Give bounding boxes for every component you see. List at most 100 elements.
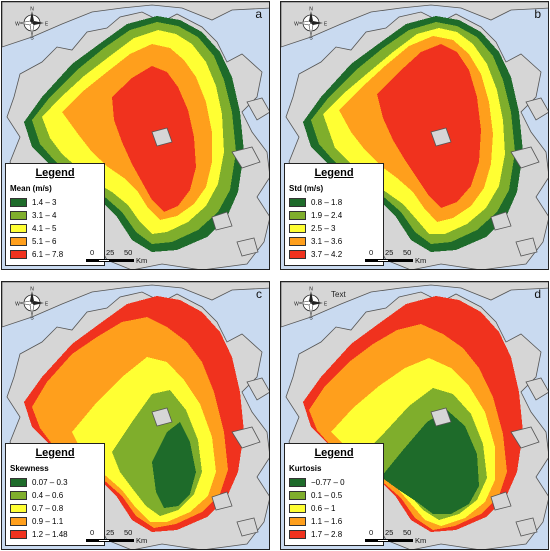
panel-letter: a bbox=[255, 7, 262, 21]
compass-s-label: S bbox=[30, 36, 34, 41]
legend-item: 2.5 – 3 bbox=[289, 223, 379, 234]
value-zone-class-1 bbox=[381, 410, 479, 514]
legend-swatch bbox=[10, 237, 27, 246]
panel-letter: c bbox=[256, 287, 262, 301]
legend-variable-label: Std (m/s) bbox=[289, 184, 324, 193]
map-canvas bbox=[2, 282, 269, 549]
island bbox=[231, 426, 261, 449]
legend-swatch bbox=[10, 517, 27, 526]
legend-item-label: −0.77 – 0 bbox=[311, 478, 345, 487]
surrounding-land bbox=[281, 2, 548, 48]
legend-swatch bbox=[289, 224, 306, 233]
legend-item-label: 3.7 – 4.2 bbox=[311, 250, 343, 259]
compass-e-label: E bbox=[324, 302, 328, 308]
scale-segment bbox=[86, 539, 98, 542]
compass-s-label: S bbox=[30, 316, 34, 321]
island bbox=[151, 407, 173, 427]
legend-item-label: 3.1 – 4 bbox=[32, 211, 57, 220]
legend-item-label: 1.9 – 2.4 bbox=[311, 211, 343, 220]
legend-item-label: 2.5 – 3 bbox=[311, 224, 336, 233]
legend-item-label: 0.7 – 0.8 bbox=[32, 504, 64, 513]
scale-segment bbox=[389, 539, 413, 542]
scale-bar: 0 25 50 Km bbox=[86, 248, 176, 266]
island bbox=[211, 211, 233, 231]
legend-swatch bbox=[10, 211, 27, 220]
legend-swatch bbox=[10, 250, 27, 259]
island bbox=[490, 211, 512, 231]
scale-tick-label: 50 bbox=[124, 248, 133, 257]
legend-swatch bbox=[289, 478, 306, 487]
scale-unit: Km bbox=[136, 256, 148, 265]
panel-letter: b bbox=[534, 7, 541, 21]
panel-letter: d bbox=[534, 287, 541, 301]
legend-swatch bbox=[289, 517, 306, 526]
compass-w-label: W bbox=[294, 22, 299, 28]
legend-title: Legend bbox=[314, 167, 354, 179]
legend-swatch bbox=[10, 530, 27, 539]
legend-item: 1.1 – 1.6 bbox=[289, 516, 379, 527]
scale-tick-label: 0 bbox=[90, 528, 95, 537]
map-panel-d: d N S W E Text Legend Kurtosis −0.77 – 0 0.1 – 0.… bbox=[280, 281, 549, 550]
legend-item-label: 0.1 – 0.5 bbox=[311, 491, 343, 500]
scale-tick-label: 25 bbox=[385, 248, 394, 257]
island bbox=[515, 237, 538, 257]
scale-tick-label: 50 bbox=[403, 248, 412, 257]
scale-tick-label: 0 bbox=[369, 528, 374, 537]
legend-swatch bbox=[289, 211, 306, 220]
island bbox=[246, 377, 269, 401]
legend-item: 0.8 – 1.8 bbox=[289, 197, 379, 208]
compass-w-label: W bbox=[15, 22, 20, 28]
legend-swatch bbox=[289, 250, 306, 259]
legend-item: −0.77 – 0 bbox=[289, 477, 379, 488]
compass-e-label: E bbox=[45, 22, 49, 28]
compass-s-label: S bbox=[309, 316, 313, 321]
north-arrow-icon: N S W E bbox=[15, 7, 49, 41]
value-zone-class-5 bbox=[377, 44, 481, 208]
legend-item-label: 6.1 – 7.8 bbox=[32, 250, 64, 259]
scale-bar: 0 25 50 Km bbox=[365, 528, 455, 546]
legend-item: 3.7 – 4.2 bbox=[289, 249, 379, 260]
scale-unit: Km bbox=[136, 536, 148, 545]
compass-s-label: S bbox=[309, 36, 313, 41]
legend-swatch bbox=[10, 198, 27, 207]
legend-swatch bbox=[289, 237, 306, 246]
legend-item: 0.4 – 0.6 bbox=[10, 490, 100, 501]
scale-tick-label: 25 bbox=[106, 248, 115, 257]
surrounding-land bbox=[2, 2, 269, 48]
legend-item: 0.1 – 0.5 bbox=[289, 490, 379, 501]
compass-n-label: N bbox=[30, 287, 34, 293]
legend-item: 1.7 – 2.8 bbox=[289, 529, 379, 540]
value-zone-class-5 bbox=[112, 66, 196, 212]
legend-item: 6.1 – 7.8 bbox=[10, 249, 100, 260]
island bbox=[510, 426, 540, 449]
north-arrow-icon: N S W E bbox=[294, 7, 328, 41]
island bbox=[236, 517, 259, 537]
compass-e-label: E bbox=[45, 302, 49, 308]
legend-item: 0.9 – 1.1 bbox=[10, 516, 100, 527]
scale-unit: Km bbox=[415, 256, 427, 265]
scale-bar: 0 25 50 Km bbox=[365, 248, 455, 266]
scale-segment bbox=[110, 259, 134, 262]
legend-item-label: 0.9 – 1.1 bbox=[32, 517, 64, 526]
compass-n-label: N bbox=[309, 287, 313, 293]
legend-item-label: 0.8 – 1.8 bbox=[311, 198, 343, 207]
scale-bar: 0 25 50 Km bbox=[86, 528, 176, 546]
compass-n-label: N bbox=[309, 7, 313, 13]
compass-w-label: W bbox=[294, 302, 299, 308]
value-zone-class-1 bbox=[152, 422, 196, 508]
island bbox=[231, 146, 261, 169]
legend-item-label: 0.6 – 1 bbox=[311, 504, 336, 513]
scale-segment bbox=[98, 539, 110, 542]
map-panel-c: c N S W E Legend Skewness 0.07 – 0.3 0.4 – 0.6 0.… bbox=[1, 281, 270, 550]
compass-w-label: W bbox=[15, 302, 20, 308]
island bbox=[211, 491, 233, 511]
island bbox=[246, 97, 269, 121]
legend-box: Legend Mean (m/s) 1.4 – 3 3.1 – 4 4.1 – 5 5.1… bbox=[5, 163, 105, 266]
legend-item: 5.1 – 6 bbox=[10, 236, 100, 247]
scale-segment bbox=[86, 259, 98, 262]
legend-item-label: 1.2 – 1.48 bbox=[32, 530, 68, 539]
legend-variable-label: Skewness bbox=[10, 464, 49, 473]
island bbox=[510, 146, 540, 169]
map-panel-a: a N S W E Legend Mean (m/s) 1.4 – 3 3.1 – 4 4.1 –… bbox=[1, 1, 270, 270]
legend-item: 3.1 – 3.6 bbox=[289, 236, 379, 247]
